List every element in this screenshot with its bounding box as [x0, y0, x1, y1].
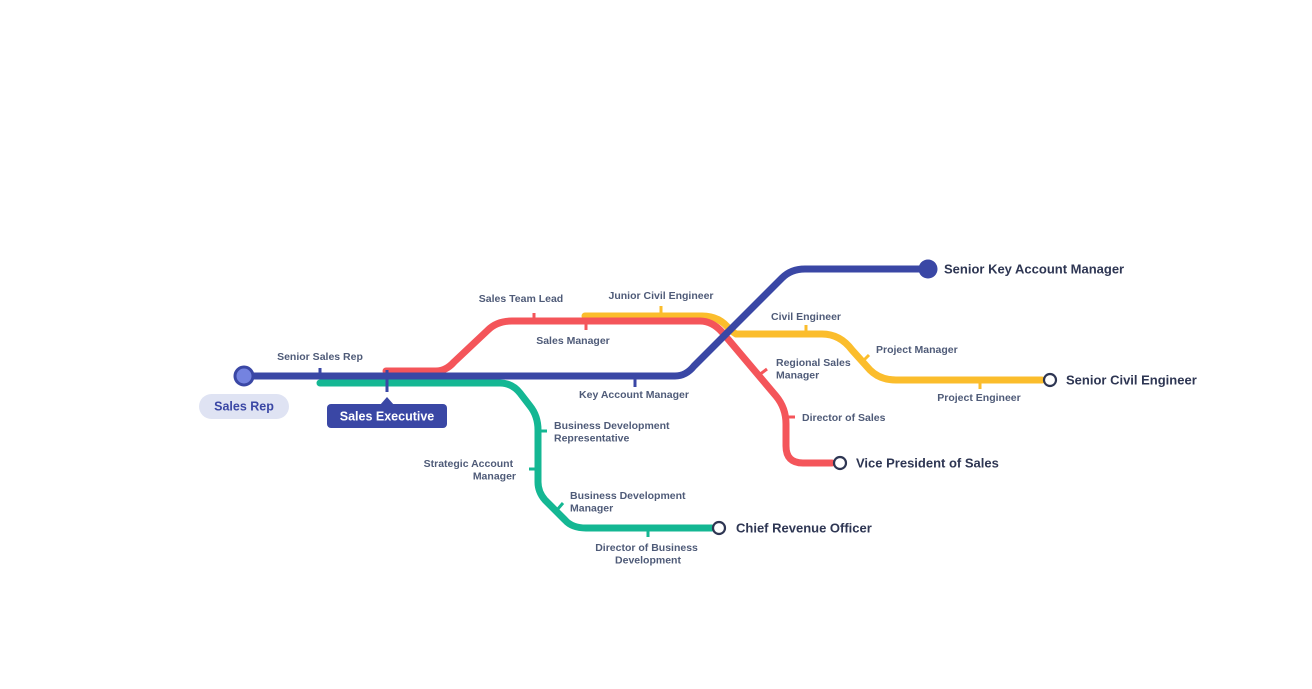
current-pill-pointer: [380, 397, 394, 405]
stop-label-director-of-bd-line1: Director of Business: [595, 542, 698, 554]
stop-label-director-of-sales: Director of Sales: [802, 412, 886, 424]
endpoint-chief-revenue-officer[interactable]: [711, 520, 727, 536]
destination-label-senior-key-account-manager: Senior Key Account Manager: [944, 262, 1124, 277]
stop-label-strategic-account-manager: Strategic Account Manager: [424, 458, 516, 483]
track-sales-leadership: [382, 317, 836, 467]
stop-label-sales-manager: Sales Manager: [536, 335, 610, 347]
endpoint-senior-key-account-manager[interactable]: [918, 259, 938, 279]
start-dot: [233, 365, 255, 387]
track-engineering: [581, 312, 1046, 384]
stop-label-strategic-account-manager-line2: Manager: [473, 471, 516, 483]
tick-bd-manager: [555, 502, 565, 511]
stop-label-civil-engineer: Civil Engineer: [771, 311, 841, 323]
stop-label-senior-sales-rep: Senior Sales Rep: [277, 351, 363, 363]
stop-label-bd-representative-line1: Business Development: [554, 420, 670, 432]
destination-label-chief-revenue-officer: Chief Revenue Officer: [736, 521, 872, 536]
start-node-sales-rep[interactable]: Sales Rep: [199, 365, 289, 419]
stop-label-bd-manager: Business Development Manager: [570, 490, 688, 515]
stop-label-junior-civil-engineer: Junior Civil Engineer: [608, 290, 713, 302]
track-account-management: [240, 265, 932, 380]
destination-label-vice-president-of-sales: Vice President of Sales: [856, 456, 999, 471]
start-pill: [199, 394, 289, 419]
stop-label-bd-manager-line1: Business Development: [570, 490, 686, 502]
stop-label-bd-manager-line2: Manager: [570, 503, 613, 515]
endpoint-vice-president-of-sales[interactable]: [832, 455, 848, 471]
stop-label-regional-sales-manager-line1: Regional Sales: [776, 357, 851, 369]
current-pill: [327, 404, 447, 428]
current-position-sales-executive[interactable]: Sales Executive: [327, 370, 447, 428]
current-label: Sales Executive: [340, 410, 435, 424]
track-business-development: [316, 379, 716, 532]
stop-label-director-of-bd: Director of Business Development: [595, 542, 701, 567]
stop-label-regional-sales-manager-line2: Manager: [776, 370, 819, 382]
stop-label-bd-representative-line2: Representative: [554, 433, 629, 445]
stop-label-project-engineer: Project Engineer: [937, 392, 1020, 404]
stop-label-sales-team-lead: Sales Team Lead: [479, 293, 563, 305]
stop-label-strategic-account-manager-line1: Strategic Account: [424, 458, 514, 470]
stop-label-bd-representative: Business Development Representative: [554, 420, 672, 445]
stop-label-project-manager: Project Manager: [876, 344, 958, 356]
start-label: Sales Rep: [214, 400, 274, 414]
endpoint-senior-civil-engineer[interactable]: [1042, 372, 1058, 388]
stop-label-director-of-bd-line2: Development: [615, 555, 681, 567]
tick-regional-sales-manager: [758, 367, 768, 377]
tick-project-manager: [860, 353, 871, 364]
stop-label-key-account-manager: Key Account Manager: [579, 389, 689, 401]
destination-label-senior-civil-engineer: Senior Civil Engineer: [1066, 373, 1197, 388]
stop-label-regional-sales-manager: Regional Sales Manager: [776, 357, 854, 382]
